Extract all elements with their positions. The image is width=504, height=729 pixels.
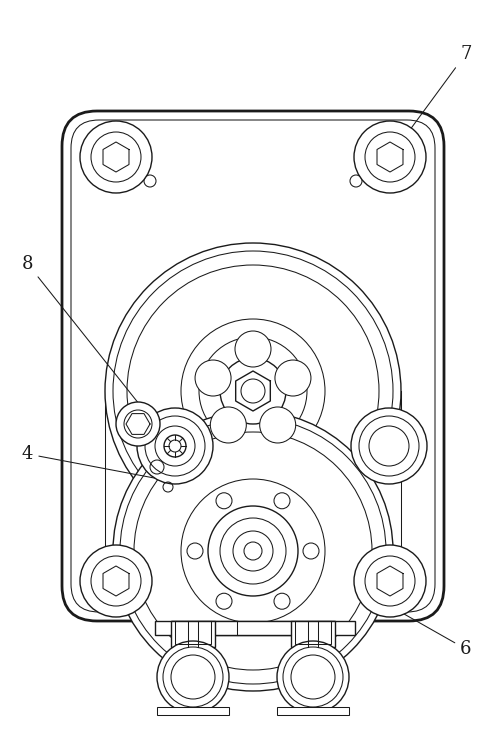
- Circle shape: [195, 360, 231, 396]
- Circle shape: [208, 506, 298, 596]
- Circle shape: [105, 243, 401, 539]
- Bar: [175, 621, 211, 644]
- Circle shape: [354, 121, 426, 193]
- Circle shape: [157, 641, 229, 713]
- Circle shape: [260, 407, 296, 443]
- Circle shape: [277, 641, 349, 713]
- Circle shape: [275, 360, 311, 396]
- Bar: [155, 621, 355, 635]
- Circle shape: [116, 402, 160, 446]
- Text: 8: 8: [22, 255, 153, 422]
- Circle shape: [216, 493, 232, 509]
- Text: 7: 7: [392, 45, 471, 155]
- FancyBboxPatch shape: [62, 111, 444, 621]
- Bar: [171, 621, 335, 635]
- Circle shape: [220, 358, 286, 424]
- Bar: [157, 707, 229, 715]
- Circle shape: [354, 545, 426, 617]
- Circle shape: [235, 331, 271, 367]
- Text: 4: 4: [22, 445, 167, 480]
- Circle shape: [80, 121, 152, 193]
- Circle shape: [274, 493, 290, 509]
- Bar: [291, 621, 335, 647]
- Circle shape: [303, 543, 319, 559]
- Circle shape: [80, 545, 152, 617]
- Circle shape: [216, 593, 232, 609]
- Circle shape: [164, 435, 186, 457]
- Bar: [277, 707, 349, 715]
- Circle shape: [210, 407, 246, 443]
- Circle shape: [351, 408, 427, 484]
- Circle shape: [187, 543, 203, 559]
- Circle shape: [113, 411, 393, 691]
- Bar: [295, 621, 331, 644]
- Circle shape: [244, 542, 262, 560]
- Bar: [171, 621, 215, 647]
- Text: 6: 6: [362, 590, 472, 658]
- Circle shape: [274, 593, 290, 609]
- Circle shape: [137, 408, 213, 484]
